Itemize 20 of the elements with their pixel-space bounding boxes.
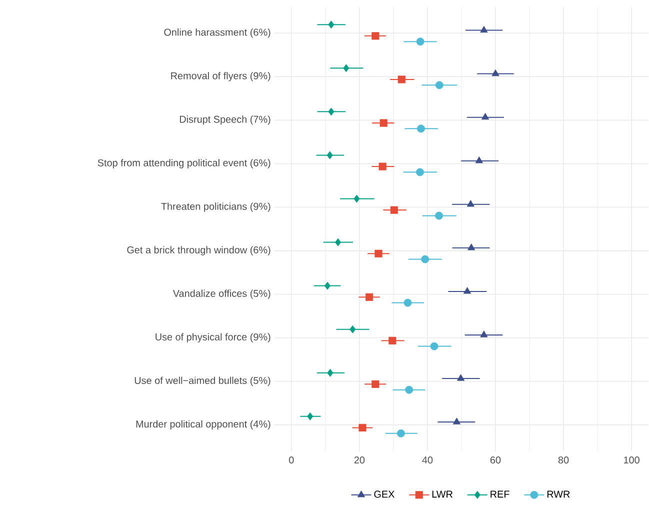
y-tick-label: Stop from attending political event (6%) <box>98 159 270 168</box>
x-tick-label: 0 <box>289 456 294 464</box>
legend-label: GEX <box>374 490 394 498</box>
x-tick-label: 100 <box>624 456 640 464</box>
legend-label: RWR <box>547 490 570 498</box>
x-tick-label: 40 <box>422 456 433 464</box>
x-tick-label: 60 <box>490 456 501 464</box>
y-tick-label: Use of physical force (9%) <box>156 333 270 343</box>
y-tick-label: Get a brick through window (6%) <box>127 246 270 256</box>
y-tick-label: Murder political opponent (4%) <box>136 420 270 430</box>
legend-label: REF <box>490 490 510 498</box>
x-tick-label: 20 <box>354 456 365 464</box>
y-tick-label: Removal of flyers (9%) <box>171 72 270 82</box>
legend-label: LWR <box>432 490 452 498</box>
y-tick-label: Threaten politicians (9%) <box>161 202 270 212</box>
y-tick-label: Online harassment (6%) <box>164 28 270 38</box>
y-tick-label: Use of well−aimed bullets (5%) <box>134 376 270 386</box>
y-tick-label: Vandalize offices (5%) <box>172 290 270 299</box>
y-tick-label: Disrupt Speech (7%) <box>180 116 270 125</box>
x-tick-label: 80 <box>558 456 569 464</box>
